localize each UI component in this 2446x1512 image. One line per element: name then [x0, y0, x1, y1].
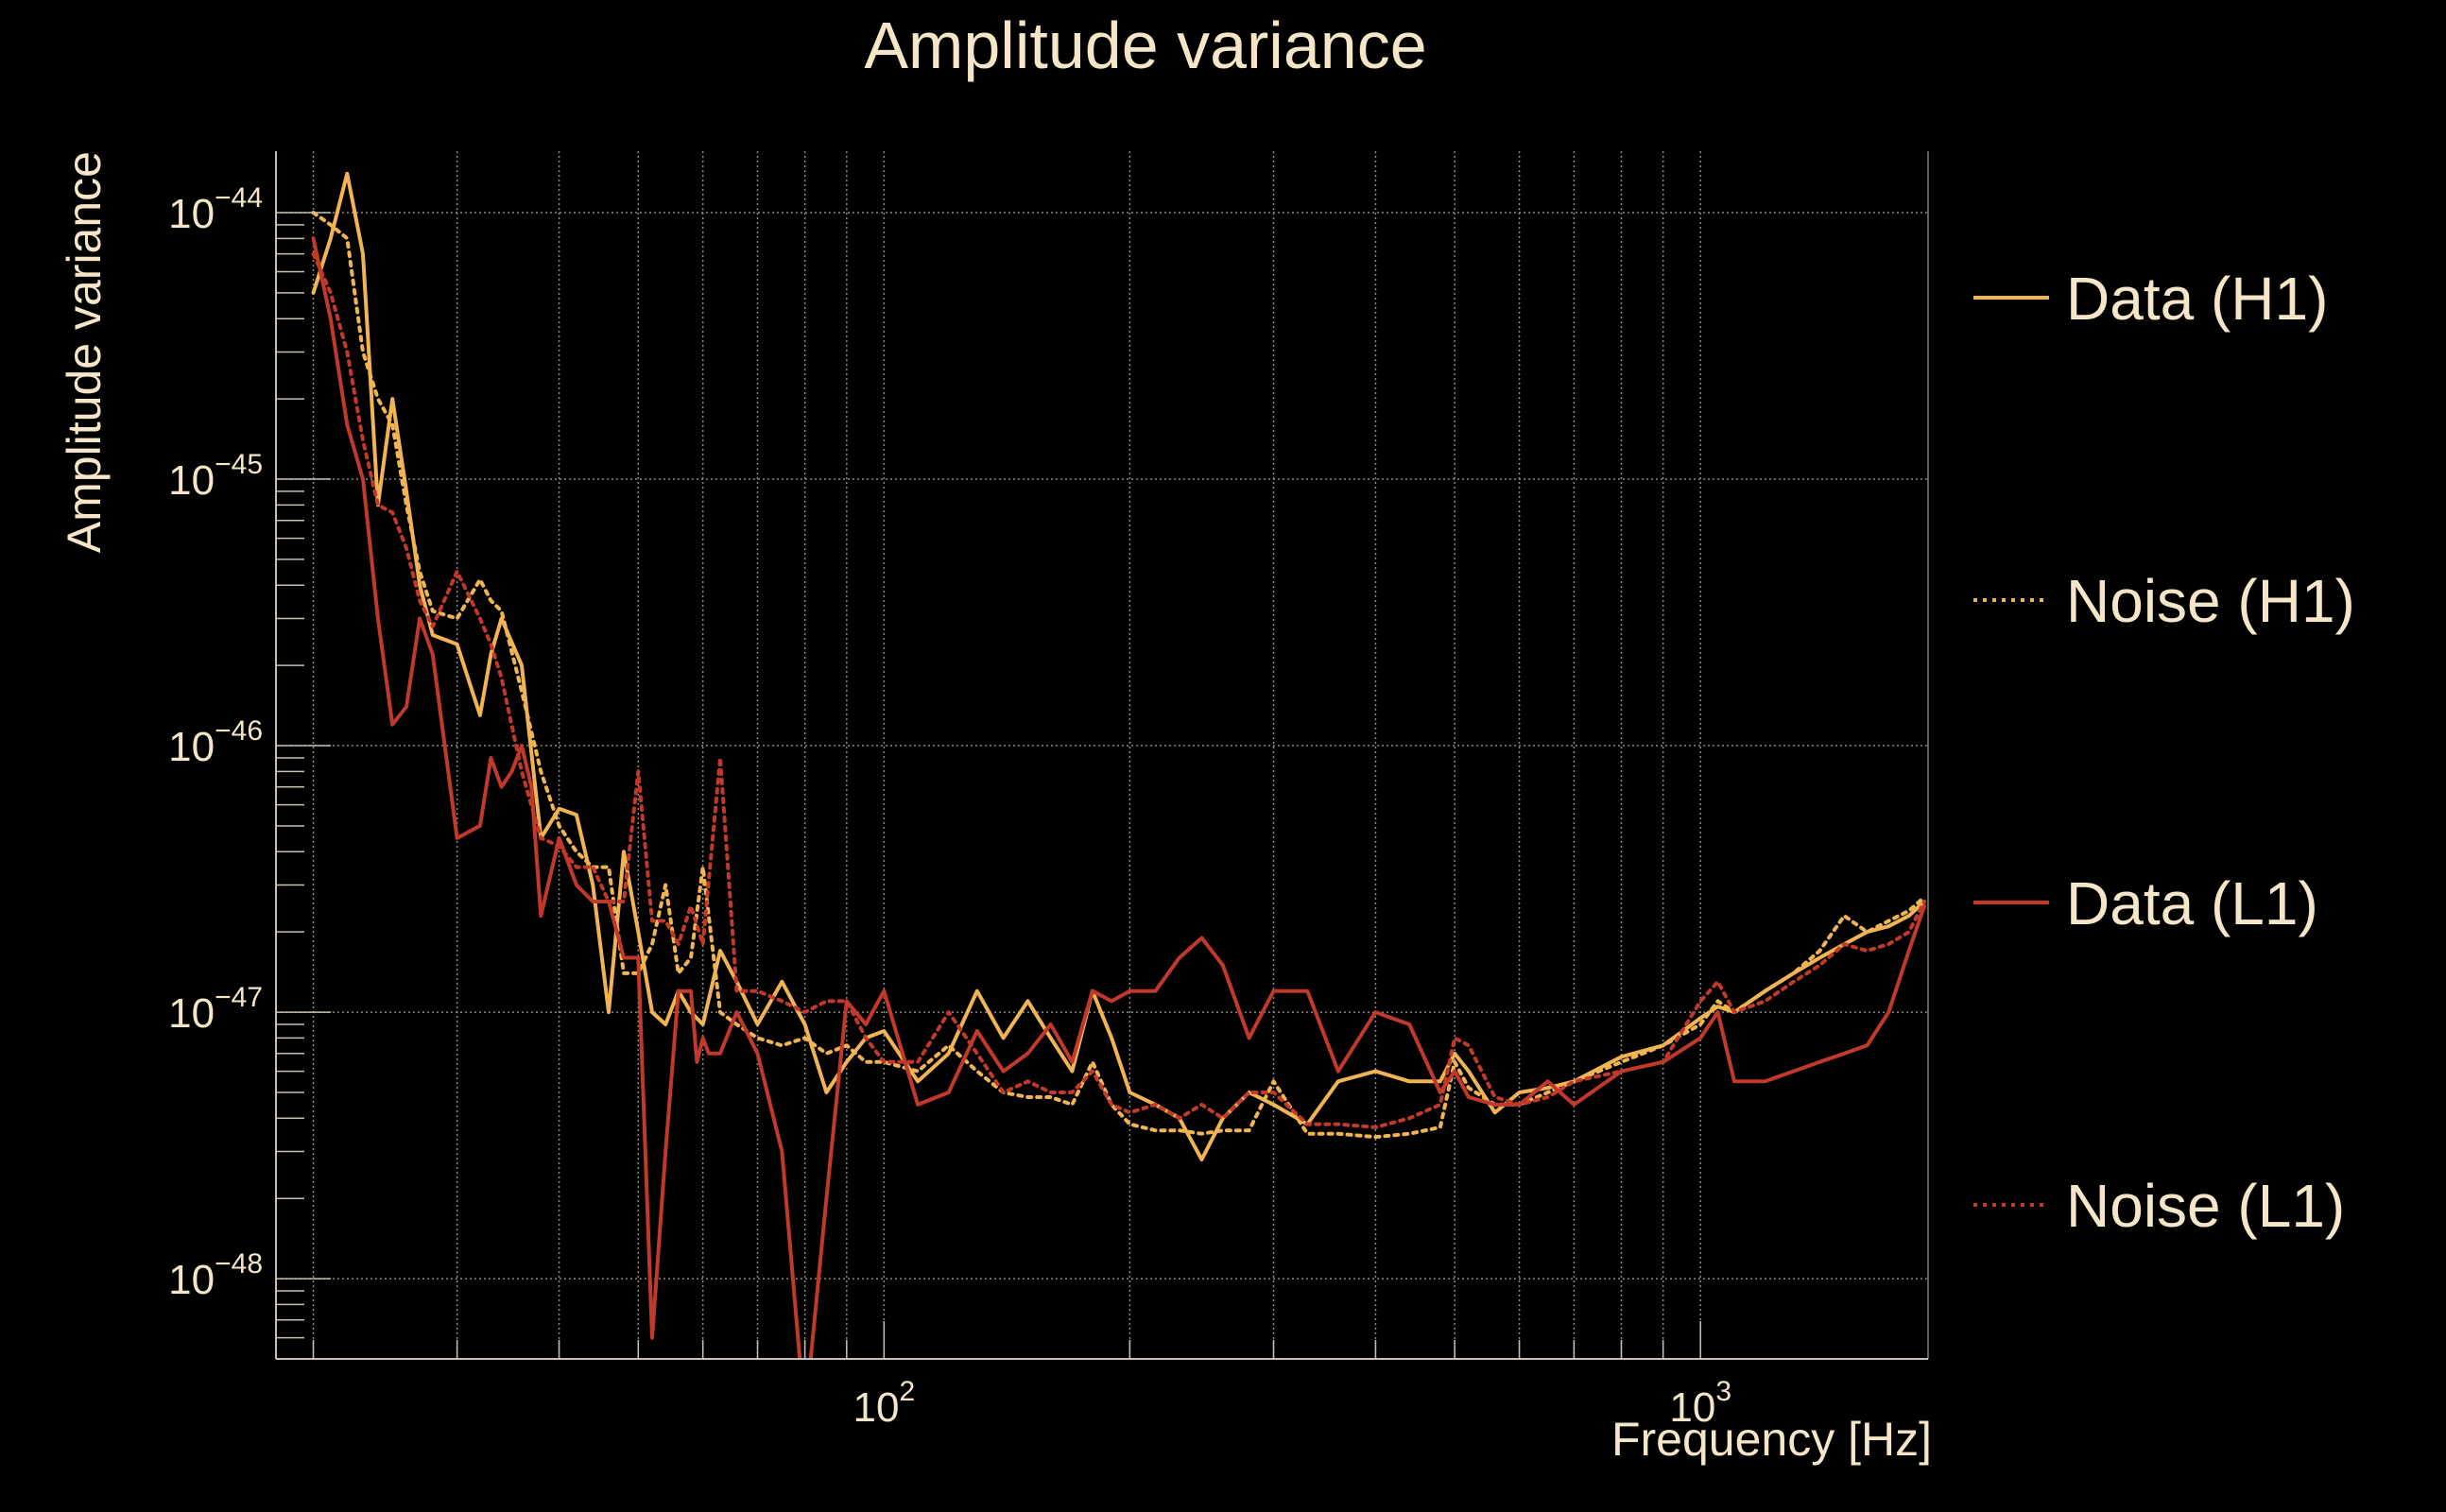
y-tick-base: 10 [168, 990, 215, 1037]
x-tick-exponent: 2 [899, 1376, 915, 1407]
x-tick-base: 10 [853, 1384, 900, 1431]
y-tick-exponent: −48 [215, 1248, 263, 1280]
y-tick-exponent: −44 [215, 182, 263, 214]
chart-title: Amplitude variance [864, 9, 1426, 82]
x-tick-label: 102 [853, 1376, 916, 1431]
y-tick-exponent: −46 [215, 715, 263, 747]
y-tick-base: 10 [168, 724, 215, 770]
legend-label: Noise (L1) [2066, 1172, 2345, 1240]
series-line-4 [311, 251, 1926, 1129]
x-tick-exponent: 3 [1715, 1376, 1731, 1407]
legend-item-1: Data (H1) [1973, 265, 2328, 333]
y-axis-title: Amplitude variance [58, 151, 111, 553]
legend-item-2: Noise (H1) [1973, 567, 2355, 635]
legend-item-3: Data (L1) [1973, 869, 2318, 937]
legend-item-4: Noise (L1) [1973, 1172, 2345, 1240]
legend: Data (H1) Noise (H1) Data (L1) Noise (L1) [1973, 265, 2355, 1240]
legend-label: Noise (H1) [2066, 567, 2355, 635]
x-tick-label: 103 [1669, 1376, 1731, 1431]
y-tick-exponent: −47 [215, 982, 263, 1013]
plot-series [311, 171, 1926, 1359]
y-tick-label: 10−46 [168, 715, 263, 770]
y-tick-label: 10−45 [168, 449, 263, 504]
y-tick-label: 10−48 [168, 1248, 263, 1303]
legend-label: Data (L1) [2066, 869, 2318, 937]
y-tick-base: 10 [168, 457, 215, 504]
grid-lines [276, 151, 1928, 1359]
y-tick-label: 10−47 [168, 982, 263, 1037]
y-tick-label: 10−44 [168, 182, 263, 237]
x-tick-base: 10 [1669, 1384, 1715, 1431]
series-line-3 [311, 236, 1926, 1359]
series-line-2 [311, 211, 1926, 1140]
legend-label: Data (H1) [2066, 265, 2328, 333]
y-tick-base: 10 [168, 191, 215, 237]
y-tick-exponent: −45 [215, 449, 263, 480]
y-tick-base: 10 [168, 1257, 215, 1303]
x-axis-title: Frequency [Hz] [1611, 1413, 1932, 1466]
